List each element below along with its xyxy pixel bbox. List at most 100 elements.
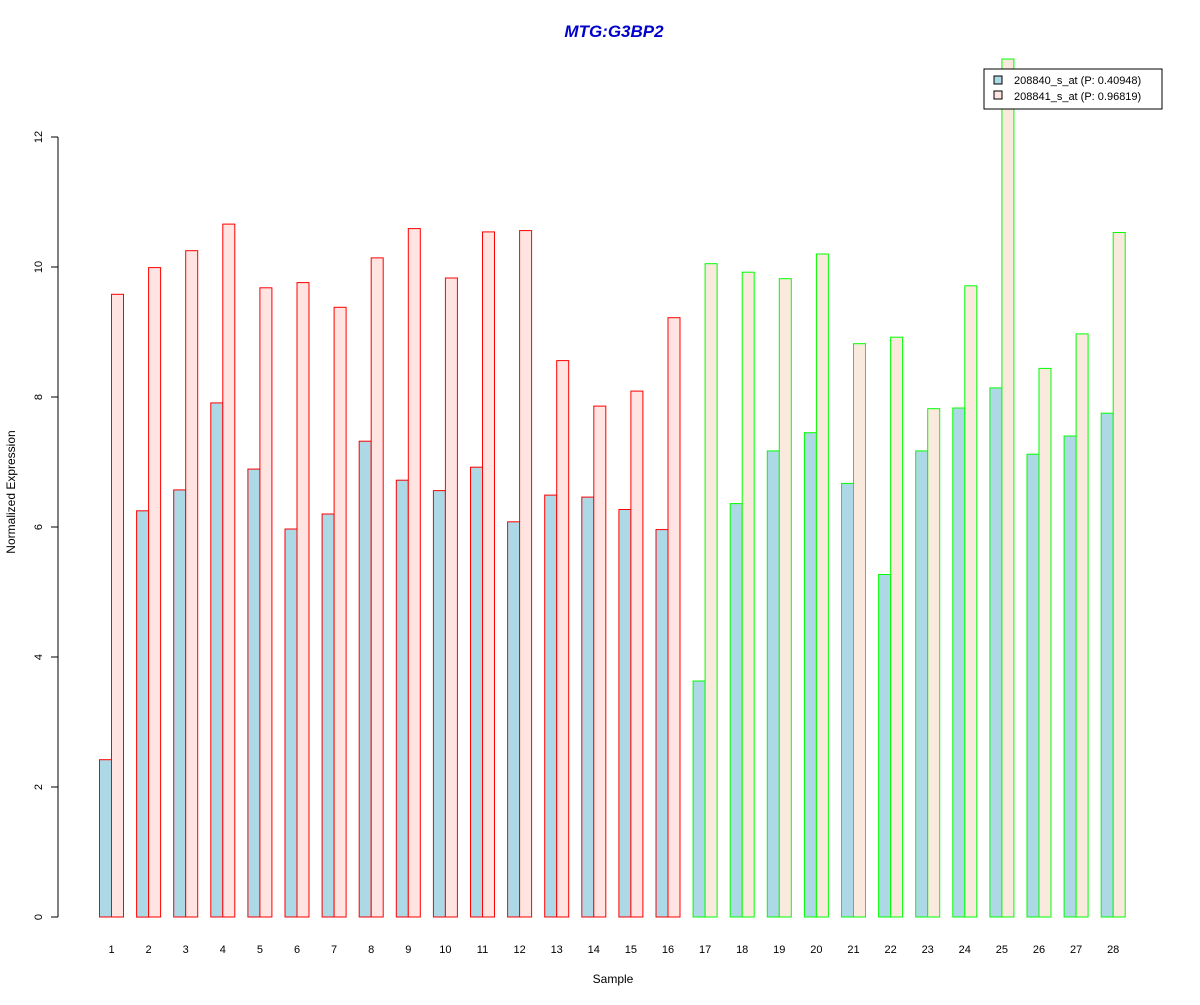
y-tick-label-6: 6 (33, 524, 45, 530)
bar-series-2-sample-4 (222, 223, 236, 918)
bar-series-1-sample-21 (841, 482, 854, 918)
bar-series-1-sample-20 (803, 432, 817, 918)
x-tick-label-5: 5 (257, 944, 263, 956)
x-tick-label-12: 12 (513, 944, 525, 956)
bar-series-1-sample-19 (766, 450, 780, 918)
x-tick-label-10: 10 (439, 944, 451, 956)
bar-series-1-sample-16 (655, 529, 669, 918)
x-tick-label-6: 6 (294, 944, 300, 956)
legend-swatch-series-2 (993, 90, 1003, 100)
x-tick-label-22: 22 (884, 944, 896, 956)
bar-series-2-sample-15 (630, 390, 644, 918)
bar-series-2-sample-2 (148, 267, 162, 918)
bar-series-1-sample-27 (1063, 435, 1077, 918)
x-tick-label-4: 4 (220, 944, 226, 956)
x-tick-label-1: 1 (108, 944, 114, 956)
bar-series-2-sample-22 (890, 336, 904, 918)
bar-series-1-sample-9 (395, 479, 409, 918)
bar-series-2-sample-20 (815, 253, 829, 918)
bar-series-1-sample-2 (136, 510, 150, 918)
bar-series-1-sample-26 (1026, 453, 1040, 918)
bar-series-1-sample-13 (544, 494, 558, 918)
x-tick-label-23: 23 (922, 944, 934, 956)
x-tick-label-20: 20 (810, 944, 822, 956)
bar-series-2-sample-27 (1075, 333, 1089, 918)
x-tick-label-17: 17 (699, 944, 711, 956)
bar-series-2-sample-26 (1038, 367, 1052, 918)
bar-series-1-sample-24 (952, 407, 966, 918)
bar-series-2-sample-11 (482, 231, 495, 918)
bar-series-1-sample-15 (618, 509, 632, 918)
x-tick-label-18: 18 (736, 944, 748, 956)
bar-series-2-sample-9 (407, 228, 421, 918)
y-tick-label-4: 4 (33, 654, 45, 660)
y-tick-label-10: 10 (33, 261, 45, 273)
x-tick-label-28: 28 (1107, 944, 1119, 956)
bar-series-1-sample-28 (1100, 412, 1114, 918)
x-tick-label-11: 11 (477, 944, 488, 956)
bar-series-2-sample-5 (259, 287, 273, 918)
bar-series-2-sample-1 (111, 293, 124, 918)
x-axis-label: Sample (593, 972, 634, 986)
bar-series-2-sample-25 (1001, 58, 1015, 918)
bar-series-2-sample-13 (556, 360, 570, 918)
x-tick-label-21: 21 (847, 944, 859, 956)
bar-series-2-sample-28 (1112, 232, 1126, 918)
bar-series-1-sample-7 (321, 513, 335, 918)
bar-series-1-sample-14 (581, 496, 595, 918)
bar-series-2-sample-18 (741, 271, 755, 918)
x-tick-label-16: 16 (662, 944, 674, 956)
bar-series-2-sample-16 (667, 317, 681, 918)
bar-series-1-sample-12 (507, 521, 521, 918)
x-tick-label-7: 7 (331, 944, 337, 956)
bar-series-1-sample-4 (210, 402, 224, 918)
legend-box (983, 68, 1163, 110)
bar-series-1-sample-11 (470, 466, 483, 918)
bar-series-1-sample-1 (99, 759, 112, 918)
legend: 208840_s_at (P: 0.40948) 208841_s_at (P:… (983, 68, 1163, 110)
legend-label-series-1: 208840_s_at (P: 0.40948) (1014, 75, 1141, 87)
x-tick-label-13: 13 (551, 944, 563, 956)
x-tick-label-25: 25 (996, 944, 1008, 956)
bar-series-2-sample-19 (778, 278, 792, 918)
bar-series-1-sample-8 (358, 440, 372, 918)
bar-series-2-sample-24 (964, 285, 978, 918)
bar-series-1-sample-5 (247, 468, 261, 918)
chart-title: MTG:G3BP2 (564, 22, 664, 41)
bar-series-1-sample-3 (173, 489, 187, 918)
bar-series-2-sample-7 (333, 306, 347, 918)
bar-series-1-sample-17 (692, 680, 706, 918)
x-tick-label-8: 8 (368, 944, 374, 956)
bar-series-1-sample-23 (915, 450, 929, 918)
x-tick-label-19: 19 (773, 944, 785, 956)
bar-series-2-sample-21 (853, 343, 866, 918)
x-tick-label-15: 15 (625, 944, 637, 956)
y-tick-label-12: 12 (33, 131, 45, 143)
legend-label-series-2: 208841_s_at (P: 0.96819) (1014, 91, 1141, 103)
x-axis-tick-labels: 1 2 3 4 5 6 7 8 9 10 11 12 13 14 15 16 17 18 19 20 21 22 23 24 2… (108, 944, 1119, 956)
bar-series-2-sample-10 (444, 277, 458, 918)
x-tick-label-26: 26 (1033, 944, 1045, 956)
y-tick-label-0: 0 (33, 914, 45, 920)
bar-series-1-sample-10 (432, 490, 446, 918)
x-tick-label-14: 14 (588, 944, 600, 956)
x-tick-label-3: 3 (183, 944, 189, 956)
bar-series-2-sample-6 (296, 282, 310, 918)
x-tick-label-2: 2 (146, 944, 152, 956)
x-tick-label-24: 24 (959, 944, 971, 956)
y-tick-label-8: 8 (33, 394, 45, 400)
y-axis: 0 2 4 6 8 10 12 (33, 131, 59, 920)
legend-swatch-series-1 (993, 75, 1003, 85)
bar-series-2-sample-3 (185, 250, 199, 918)
y-tick-label-2: 2 (33, 784, 45, 790)
bar-series-1-sample-6 (284, 528, 298, 918)
bar-series-2-sample-17 (704, 263, 718, 918)
x-tick-label-27: 27 (1070, 944, 1082, 956)
y-axis-label: Normalized Expression (4, 430, 18, 553)
bar-series-1-sample-25 (989, 387, 1003, 918)
bar-series-2-sample-14 (593, 405, 607, 918)
bar-series-1-sample-18 (729, 503, 743, 918)
bar-series-2-sample-23 (927, 408, 941, 918)
